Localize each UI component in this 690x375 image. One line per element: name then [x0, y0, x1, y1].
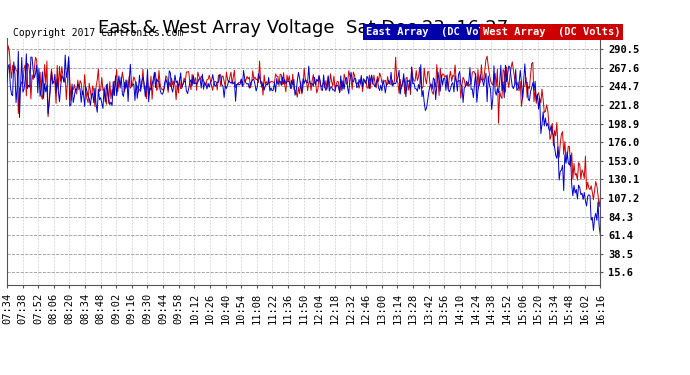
Text: West Array  (DC Volts): West Array (DC Volts)	[483, 27, 620, 37]
Text: Copyright 2017 Cartronics.com: Copyright 2017 Cartronics.com	[13, 28, 184, 38]
Title: East & West Array Voltage  Sat Dec 23  16:27: East & West Array Voltage Sat Dec 23 16:…	[99, 20, 509, 38]
Text: East Array  (DC Volts): East Array (DC Volts)	[366, 27, 503, 37]
